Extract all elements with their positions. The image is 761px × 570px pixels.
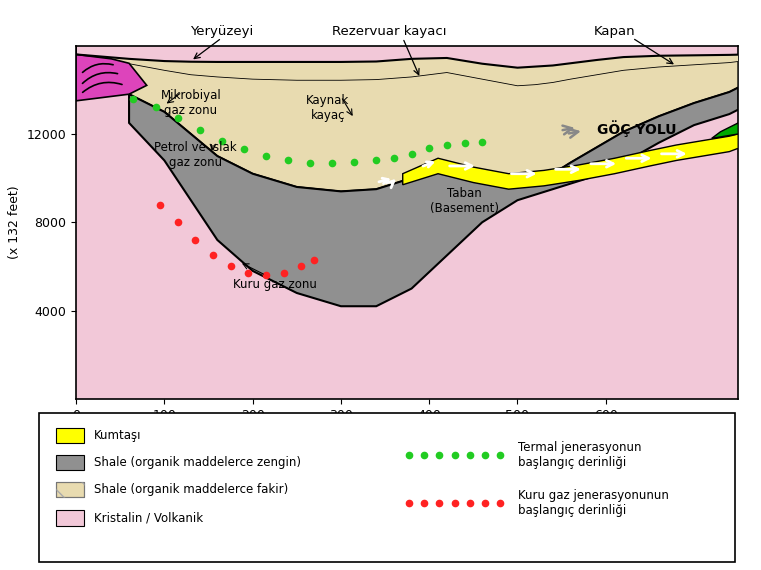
Polygon shape (712, 123, 738, 139)
Text: Kaynak
kayaç: Kaynak kayaç (306, 94, 349, 122)
X-axis label: mil: mil (396, 428, 418, 441)
FancyBboxPatch shape (40, 413, 734, 563)
Text: Kuru gaz jenerasyonunun
başlangıç derinliği: Kuru gaz jenerasyonunun başlangıç derinl… (517, 488, 668, 517)
Polygon shape (76, 46, 147, 101)
Y-axis label: (x 132 feet): (x 132 feet) (8, 185, 21, 259)
Polygon shape (129, 88, 738, 306)
Bar (56, 428, 84, 443)
Text: Kapan: Kapan (594, 25, 635, 38)
Text: GÖÇ YOLU: GÖÇ YOLU (597, 120, 677, 137)
Bar (56, 455, 84, 470)
Text: Shale (organik maddelerce fakir): Shale (organik maddelerce fakir) (94, 483, 288, 496)
Text: Petrol ve ıslak
gaz zonu: Petrol ve ıslak gaz zonu (154, 141, 237, 169)
Text: Kumtaşı: Kumtaşı (94, 429, 142, 442)
Text: Kuru gaz zonu: Kuru gaz zonu (233, 278, 317, 291)
Polygon shape (403, 134, 738, 189)
Bar (56, 511, 84, 526)
Text: Kristalin / Volkanik: Kristalin / Volkanik (94, 512, 203, 524)
Text: Shale (organik maddelerce zengin): Shale (organik maddelerce zengin) (94, 456, 301, 469)
Text: Mikrobiyal
gaz zonu: Mikrobiyal gaz zonu (161, 89, 221, 117)
Text: Rezervuar kayacı: Rezervuar kayacı (333, 25, 447, 38)
Bar (56, 482, 84, 497)
Text: Yeryüzeyi: Yeryüzeyi (190, 25, 253, 38)
Polygon shape (129, 61, 738, 192)
Polygon shape (76, 54, 738, 86)
Text: Taban
(Basement): Taban (Basement) (430, 187, 499, 215)
Bar (56, 482, 84, 497)
Text: Termal jenerasyonun
başlangıç derinliği: Termal jenerasyonun başlangıç derinliği (517, 441, 641, 469)
